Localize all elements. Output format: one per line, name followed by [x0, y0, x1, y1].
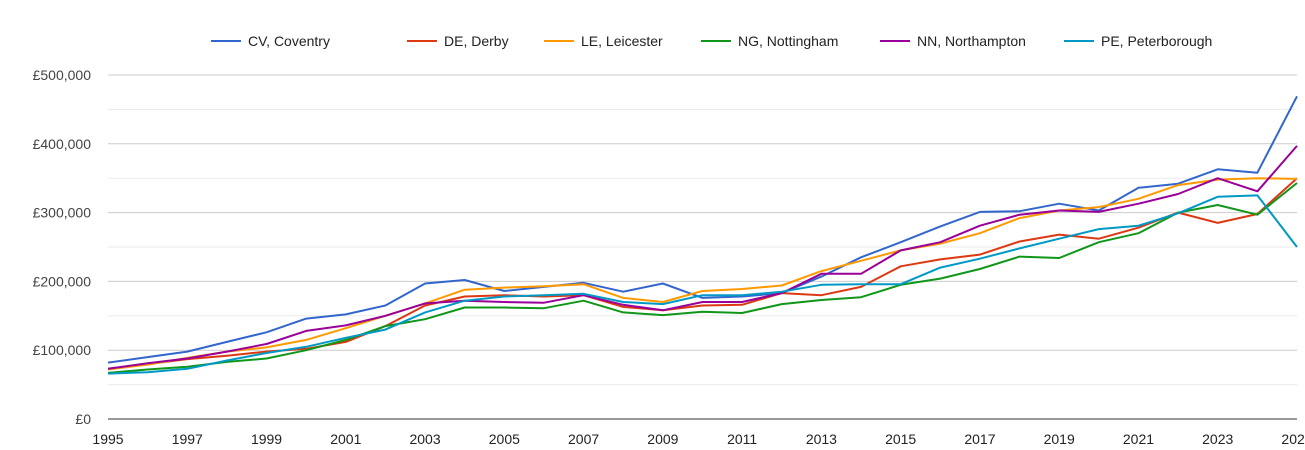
legend-label: CV, Coventry	[248, 33, 330, 49]
x-tick-label: 2025	[1281, 431, 1305, 447]
y-tick-label: £100,000	[33, 342, 92, 358]
x-tick-label: 1999	[251, 431, 282, 447]
legend-label: LE, Leicester	[581, 33, 663, 49]
legend-label: NG, Nottingham	[738, 33, 838, 49]
x-tick-label: 2023	[1202, 431, 1233, 447]
y-tick-label: £0	[75, 411, 91, 427]
y-tick-label: £300,000	[33, 205, 92, 221]
x-tick-label: 2003	[409, 431, 440, 447]
legend-label: DE, Derby	[444, 33, 509, 49]
x-tick-label: 2017	[964, 431, 995, 447]
legend-label: NN, Northampton	[917, 33, 1026, 49]
x-tick-label: 2007	[568, 431, 599, 447]
x-tick-label: 2013	[806, 431, 837, 447]
series-line	[107, 177, 1298, 370]
series-line	[107, 194, 1298, 375]
y-tick-label: £400,000	[33, 136, 92, 152]
x-tick-label: 2005	[489, 431, 520, 447]
series-lines	[107, 95, 1298, 375]
x-tick-label: 2009	[647, 431, 678, 447]
series-line	[107, 145, 1298, 370]
y-axis: £0 £100,000 £200,000 £300,000 £400,000 £500,0…	[33, 67, 92, 427]
y-tick-label: £200,000	[33, 273, 92, 289]
x-axis: 1995 1997 1999 2001 2003 2005 2007 2009 2011 2013…	[92, 418, 1305, 447]
x-tick-label: 2001	[330, 431, 361, 447]
x-tick-label: 1997	[172, 431, 203, 447]
x-tick-label: 2021	[1123, 431, 1154, 447]
legend-label: PE, Peterborough	[1101, 33, 1212, 49]
x-tick-label: 2011	[727, 431, 757, 447]
series-line	[107, 95, 1298, 364]
x-tick-label: 2019	[1044, 431, 1075, 447]
legend: CV, Coventry DE, Derby LE, Leicester NG, No…	[211, 33, 1212, 49]
x-tick-label: 2015	[885, 431, 916, 447]
series-line	[107, 177, 1298, 371]
y-tick-label: £500,000	[33, 67, 92, 83]
x-tick-label: 1995	[92, 431, 123, 447]
series-line	[107, 182, 1298, 374]
